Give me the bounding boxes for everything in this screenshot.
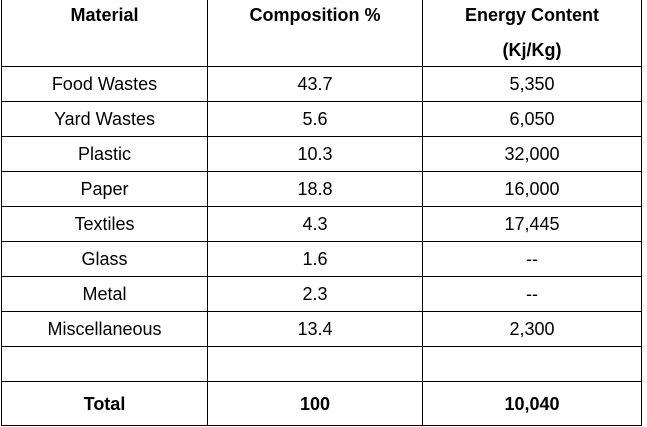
cell-energy: 2,300 bbox=[422, 311, 642, 347]
table-header-row: Material Composition % Energy Content (K… bbox=[1, 0, 642, 67]
cell-composition: 4.3 bbox=[207, 206, 423, 242]
cell-energy: 5,350 bbox=[422, 66, 642, 102]
header-energy-unit: (Kj/Kg) bbox=[502, 40, 562, 60]
table-row: Food Wastes 43.7 5,350 bbox=[1, 66, 642, 102]
cell-energy: 16,000 bbox=[422, 171, 642, 207]
total-energy: 10,040 bbox=[422, 381, 642, 426]
cell-composition: 43.7 bbox=[207, 66, 423, 102]
cell-composition: 18.8 bbox=[207, 171, 423, 207]
table-row: Miscellaneous 13.4 2,300 bbox=[1, 311, 642, 347]
cell-material: Yard Wastes bbox=[1, 101, 208, 137]
table-row-empty bbox=[1, 346, 642, 382]
cell-energy: 6,050 bbox=[422, 101, 642, 137]
table-row: Metal 2.3 -- bbox=[1, 276, 642, 312]
cell-composition: 13.4 bbox=[207, 311, 423, 347]
header-energy-content: Energy Content (Kj/Kg) bbox=[422, 0, 642, 67]
cell-empty bbox=[422, 346, 642, 382]
table-row: Glass 1.6 -- bbox=[1, 241, 642, 277]
table-total-row: Total 100 10,040 bbox=[1, 381, 642, 426]
cell-material: Textiles bbox=[1, 206, 208, 242]
cell-composition: 1.6 bbox=[207, 241, 423, 277]
cell-material: Plastic bbox=[1, 136, 208, 172]
cell-empty bbox=[207, 346, 423, 382]
cell-empty bbox=[1, 346, 208, 382]
header-composition: Composition % bbox=[207, 0, 423, 67]
cell-composition: 2.3 bbox=[207, 276, 423, 312]
cell-material: Glass bbox=[1, 241, 208, 277]
header-material: Material bbox=[1, 0, 208, 67]
cell-energy: 32,000 bbox=[422, 136, 642, 172]
table-row: Paper 18.8 16,000 bbox=[1, 171, 642, 207]
table-row: Plastic 10.3 32,000 bbox=[1, 136, 642, 172]
cell-material: Metal bbox=[1, 276, 208, 312]
cell-energy: 17,445 bbox=[422, 206, 642, 242]
cell-material: Food Wastes bbox=[1, 66, 208, 102]
cell-energy: -- bbox=[422, 276, 642, 312]
header-energy-line1: Energy Content bbox=[464, 5, 599, 25]
table-row: Yard Wastes 5.6 6,050 bbox=[1, 101, 642, 137]
cell-material: Miscellaneous bbox=[1, 311, 208, 347]
total-label: Total bbox=[1, 381, 208, 426]
total-composition: 100 bbox=[207, 381, 423, 426]
cell-energy: -- bbox=[422, 241, 642, 277]
cell-composition: 10.3 bbox=[207, 136, 423, 172]
table-row: Textiles 4.3 17,445 bbox=[1, 206, 642, 242]
cell-composition: 5.6 bbox=[207, 101, 423, 137]
cell-material: Paper bbox=[1, 171, 208, 207]
